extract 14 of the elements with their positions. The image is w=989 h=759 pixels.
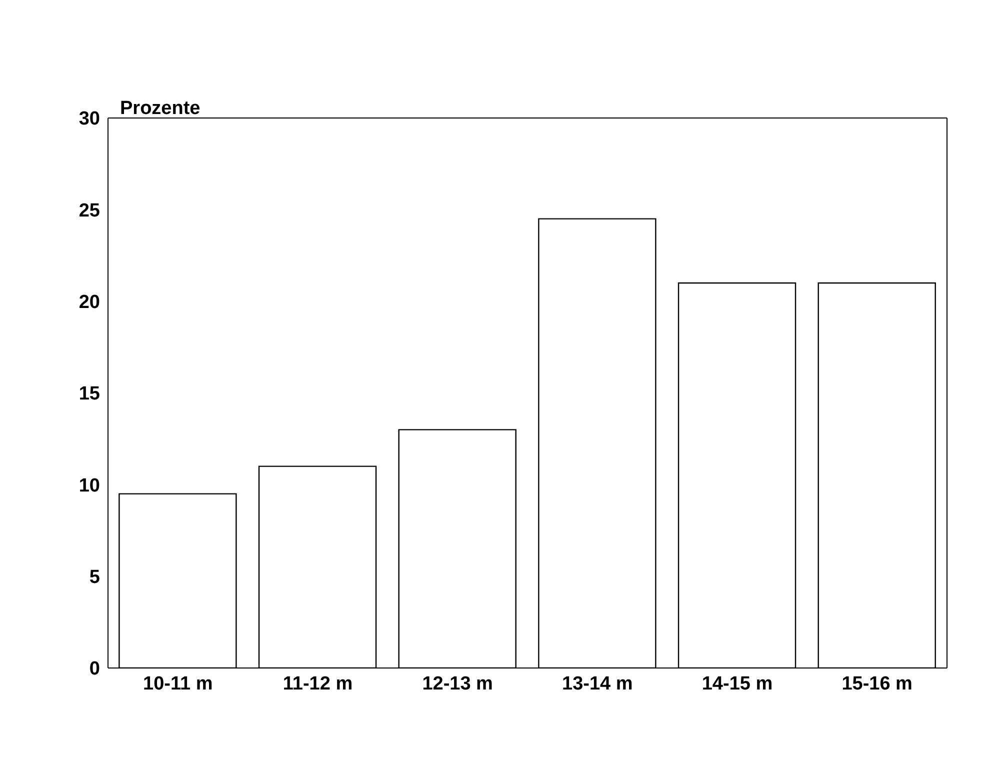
- x-tick-label: 10-11 m: [143, 673, 213, 694]
- x-tick-label: 11-12 m: [282, 673, 353, 694]
- y-tick-label: 30: [78, 108, 100, 130]
- y-tick-label: 0: [89, 658, 100, 680]
- y-tick-label: 10: [78, 475, 100, 496]
- x-tick-label: 14-15 m: [702, 673, 773, 694]
- y-tick-label: 20: [78, 292, 100, 314]
- y-tick-label: 15: [78, 384, 100, 405]
- y-tick-label: 5: [89, 567, 100, 588]
- y-axis-title: Prozente: [120, 98, 200, 120]
- x-tick-label: 13-14 m: [562, 673, 633, 694]
- x-tick-label: 15-16 m: [842, 673, 912, 694]
- y-tick-label: 25: [78, 200, 100, 222]
- x-tick-label: 12-13 m: [422, 673, 493, 694]
